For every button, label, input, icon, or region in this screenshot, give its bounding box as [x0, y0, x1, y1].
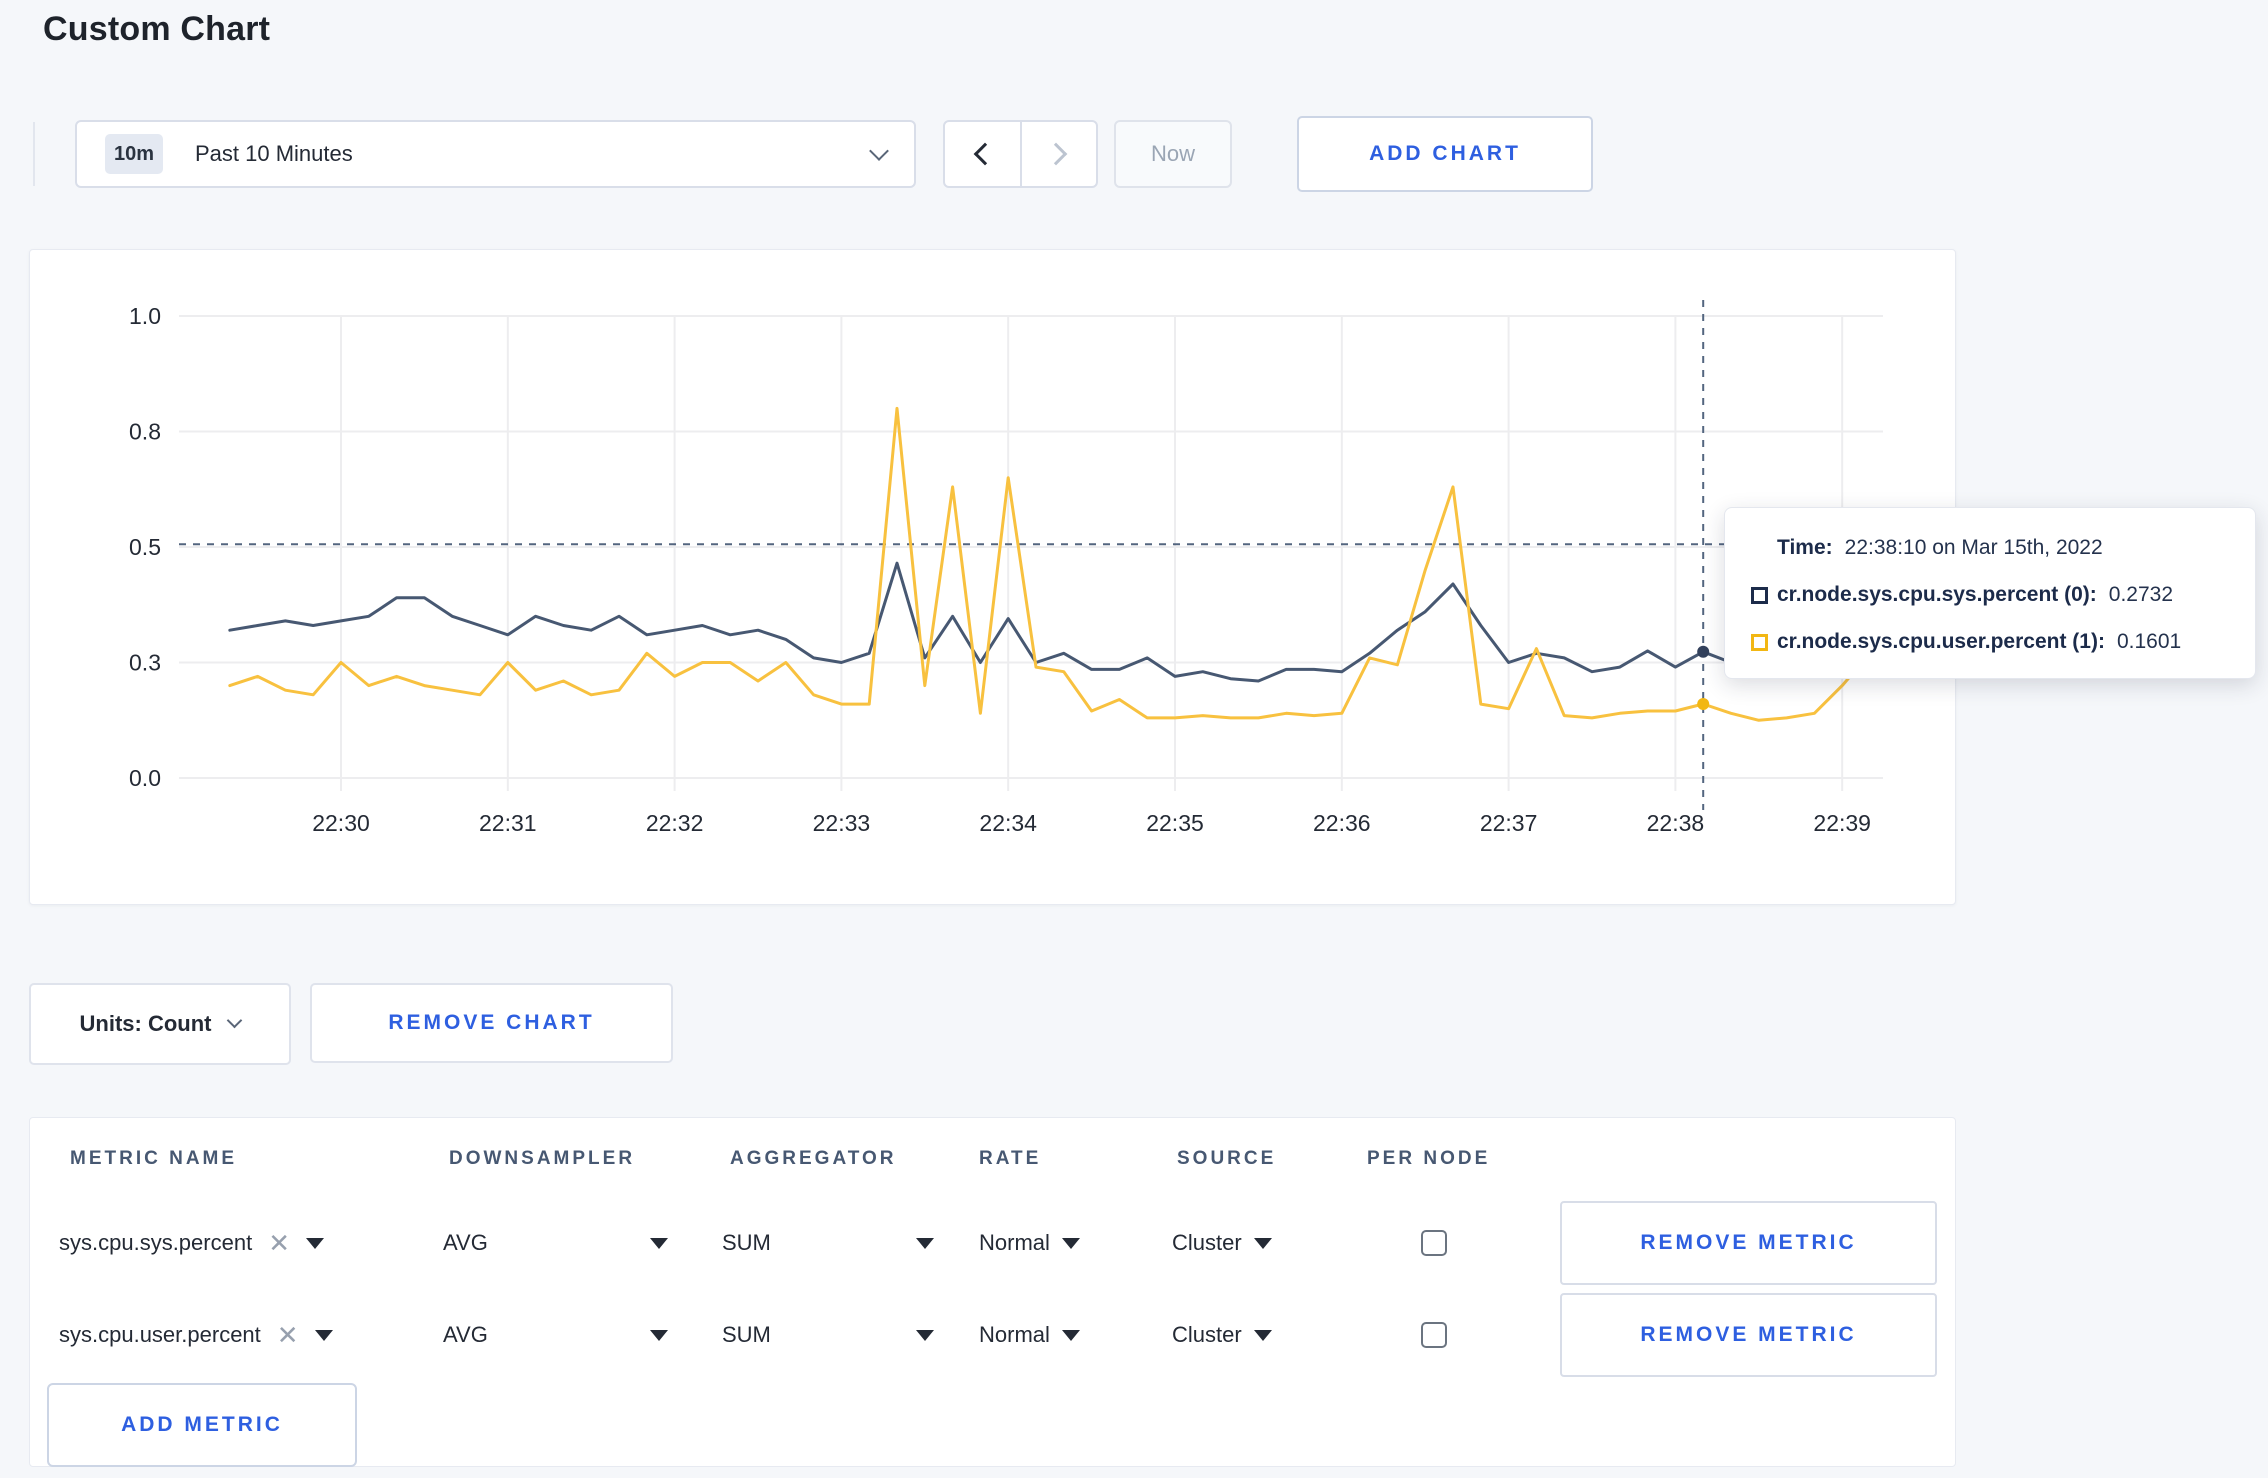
sys-series-swatch-icon: [1751, 586, 1768, 604]
rate-value: Normal: [979, 1322, 1050, 1347]
aggregator-select[interactable]: SUM: [722, 1293, 934, 1377]
svg-text:22:31: 22:31: [479, 810, 537, 836]
clear-metric-icon[interactable]: ✕: [268, 1228, 290, 1258]
tooltip-series-row: cr.node.sys.cpu.user.percent (1): 0.1601: [1751, 622, 2255, 662]
svg-text:22:32: 22:32: [646, 810, 704, 836]
time-range-badge: 10m: [105, 134, 163, 174]
source-select[interactable]: Cluster: [1172, 1293, 1272, 1377]
col-header-metric-name: METRIC NAME: [70, 1148, 238, 1169]
tooltip-series-value: 0.2732: [2108, 583, 2174, 606]
caret-down-icon: [650, 1237, 668, 1249]
aggregator-select[interactable]: SUM: [722, 1201, 934, 1285]
tooltip-series-name: cr.node.sys.cpu.sys.percent (0):: [1777, 583, 2097, 606]
svg-text:0.8: 0.8: [129, 419, 161, 445]
caret-down-icon: [305, 1237, 324, 1249]
svg-text:22:36: 22:36: [1313, 810, 1371, 836]
col-header-aggregator: AGGREGATOR: [730, 1148, 897, 1169]
tooltip-time-label: Time:: [1777, 536, 1833, 559]
metric-name: sys.cpu.user.percent: [59, 1322, 261, 1347]
chevron-left-icon: [973, 142, 997, 166]
svg-text:0.0: 0.0: [129, 765, 161, 791]
caret-down-icon: [650, 1329, 668, 1341]
user-series-swatch-icon: [1751, 633, 1768, 651]
svg-text:22:39: 22:39: [1813, 810, 1871, 836]
col-header-downsampler: DOWNSAMPLER: [449, 1148, 636, 1169]
downsampler-value: AVG: [443, 1230, 488, 1255]
downsampler-value: AVG: [443, 1322, 488, 1347]
col-header-per-node: PER NODE: [1367, 1148, 1491, 1169]
caret-down-icon: [916, 1329, 934, 1341]
col-header-source: SOURCE: [1177, 1148, 1277, 1169]
remove-metric-button[interactable]: REMOVE METRIC: [1560, 1201, 1937, 1285]
time-range-dropdown[interactable]: 10m Past 10 Minutes: [75, 120, 916, 188]
toolbar-divider: [33, 122, 35, 186]
metrics-table: METRIC NAME DOWNSAMPLER AGGREGATOR RATE …: [29, 1117, 1956, 1467]
remove-metric-button[interactable]: REMOVE METRIC: [1560, 1293, 1937, 1377]
svg-text:22:34: 22:34: [979, 810, 1037, 836]
tooltip-time-value: 22:38:10 on Mar 15th, 2022: [1844, 536, 2103, 559]
source-value: Cluster: [1172, 1230, 1242, 1255]
source-select[interactable]: Cluster: [1172, 1201, 1272, 1285]
metric-name-select[interactable]: sys.cpu.user.percent ✕: [59, 1293, 333, 1377]
caret-down-icon: [1061, 1237, 1080, 1249]
rate-select[interactable]: Normal: [979, 1201, 1080, 1285]
time-nav-group: [943, 120, 1098, 188]
time-range-label: Past 10 Minutes: [195, 141, 353, 166]
svg-text:0.5: 0.5: [129, 534, 161, 560]
tooltip-series-name: cr.node.sys.cpu.user.percent (1):: [1777, 630, 2105, 653]
table-row: sys.cpu.sys.percent ✕ AVG SUM Normal Clu…: [30, 1201, 1955, 1285]
tooltip-series-value: 0.1601: [2116, 630, 2182, 653]
units-label: Units: Count: [79, 1011, 212, 1036]
time-forward-button[interactable]: [1019, 122, 1097, 186]
page-title: Custom Chart: [43, 10, 271, 48]
downsampler-select[interactable]: AVG: [443, 1293, 668, 1377]
svg-text:22:35: 22:35: [1146, 810, 1204, 836]
svg-text:22:37: 22:37: [1480, 810, 1538, 836]
chart-hover-tooltip: Time: 22:38:10 on Mar 15th, 2022 cr.node…: [1724, 507, 2256, 679]
remove-chart-button[interactable]: REMOVE CHART: [310, 983, 673, 1063]
downsampler-select[interactable]: AVG: [443, 1201, 668, 1285]
clear-metric-icon[interactable]: ✕: [276, 1320, 299, 1350]
per-node-checkbox[interactable]: [1421, 1230, 1447, 1256]
caret-down-icon: [314, 1329, 333, 1341]
units-dropdown[interactable]: Units: Count: [29, 983, 291, 1065]
table-row: sys.cpu.user.percent ✕ AVG SUM Normal Cl…: [30, 1293, 1955, 1377]
svg-text:1.0: 1.0: [129, 303, 161, 329]
add-chart-button[interactable]: ADD CHART: [1297, 116, 1593, 192]
metric-name-select[interactable]: sys.cpu.sys.percent ✕: [59, 1201, 324, 1285]
caret-down-icon: [1061, 1329, 1080, 1341]
svg-text:22:38: 22:38: [1647, 810, 1705, 836]
tooltip-time-row: Time: 22:38:10 on Mar 15th, 2022: [1751, 528, 2255, 568]
cpu-percent-line-chart[interactable]: 0.0 0.3 0.5 0.8 1.0 22:30 22:31 22:32 22:33 22:34…: [30, 250, 1957, 906]
svg-text:22:33: 22:33: [813, 810, 871, 836]
caret-down-icon: [916, 1237, 934, 1249]
svg-text:0.3: 0.3: [129, 650, 161, 676]
caret-down-icon: [1253, 1237, 1272, 1249]
col-header-rate: RATE: [979, 1148, 1042, 1169]
aggregator-value: SUM: [722, 1322, 771, 1347]
rate-select[interactable]: Normal: [979, 1293, 1080, 1377]
per-node-checkbox[interactable]: [1421, 1322, 1447, 1348]
now-button[interactable]: Now: [1114, 120, 1232, 188]
tooltip-series-row: cr.node.sys.cpu.sys.percent (0): 0.2732: [1751, 575, 2255, 615]
rate-value: Normal: [979, 1230, 1050, 1255]
chevron-right-icon: [1044, 142, 1068, 166]
chevron-down-icon: [227, 1012, 243, 1029]
add-metric-button[interactable]: ADD METRIC: [47, 1383, 357, 1467]
metric-name: sys.cpu.sys.percent: [59, 1230, 253, 1255]
time-back-button[interactable]: [945, 122, 1020, 186]
source-value: Cluster: [1172, 1322, 1242, 1347]
chart-card: 0.0 0.3 0.5 0.8 1.0 22:30 22:31 22:32 22:33 22:34…: [29, 249, 2256, 906]
aggregator-value: SUM: [722, 1230, 771, 1255]
chevron-down-icon: [869, 140, 889, 161]
svg-text:22:30: 22:30: [312, 810, 370, 836]
caret-down-icon: [1253, 1329, 1272, 1341]
